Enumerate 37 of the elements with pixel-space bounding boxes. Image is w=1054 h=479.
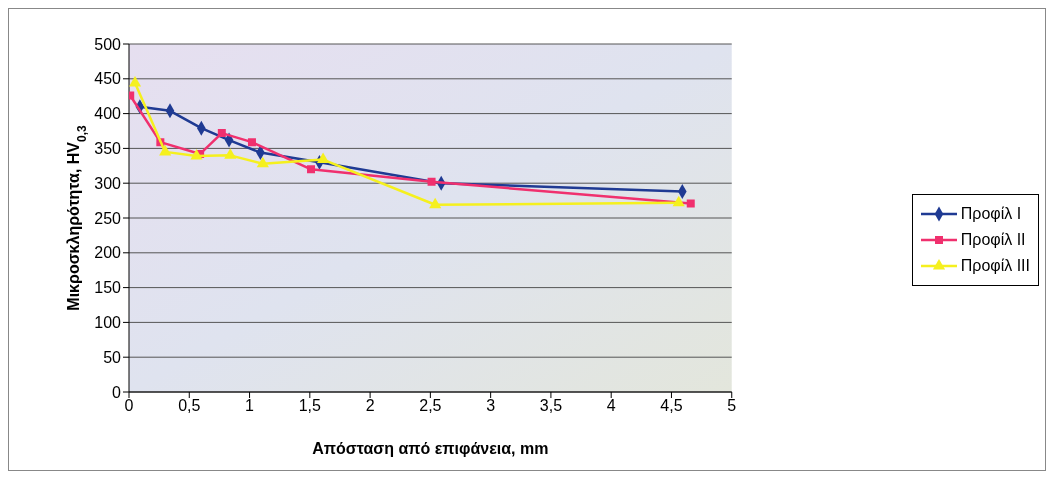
point xyxy=(429,197,442,209)
legend-label: Προφίλ I xyxy=(960,203,1022,224)
x-tick-label: 5 xyxy=(727,397,737,415)
y-tick-label: 150 xyxy=(94,279,122,297)
y-tick-label: 100 xyxy=(94,314,122,332)
x-tick-label: 2,5 xyxy=(419,397,442,415)
y-tick-label: 350 xyxy=(94,140,122,158)
x-tick-label: 1,5 xyxy=(298,397,322,415)
y-tick-label: 450 xyxy=(94,70,122,88)
x-tick-label: 2 xyxy=(365,397,375,415)
point xyxy=(686,199,695,208)
x-tick-label: 3 xyxy=(486,397,496,415)
point xyxy=(217,129,226,138)
y-tick-label: 250 xyxy=(94,209,122,227)
point xyxy=(190,149,203,160)
point xyxy=(427,177,436,186)
x-tick-label: 0,5 xyxy=(178,397,201,415)
x-tick-label: 1 xyxy=(245,397,255,415)
point xyxy=(247,138,256,147)
point xyxy=(159,144,172,156)
legend-label: Προφίλ II xyxy=(960,229,1026,250)
point xyxy=(256,156,269,168)
y-tick-label: 300 xyxy=(94,174,122,192)
y-tick-label: 0 xyxy=(112,383,122,401)
point xyxy=(672,195,685,207)
point xyxy=(224,148,237,159)
x-tick-label: 4 xyxy=(606,397,616,415)
y-tick-label: 200 xyxy=(94,244,122,262)
y-tick-label: 50 xyxy=(103,348,122,366)
point xyxy=(307,165,316,174)
x-tick-label: 0 xyxy=(124,397,134,415)
x-axis-title: Απόσταση από επιφάνεια, mm xyxy=(312,440,549,457)
x-tick-label: 3,5 xyxy=(539,397,563,415)
y-tick-label: 400 xyxy=(94,105,122,123)
x-tick-label: 4,5 xyxy=(660,397,683,415)
y-tick-label: 500 xyxy=(94,35,122,53)
legend-label: Προφίλ III xyxy=(960,255,1030,276)
